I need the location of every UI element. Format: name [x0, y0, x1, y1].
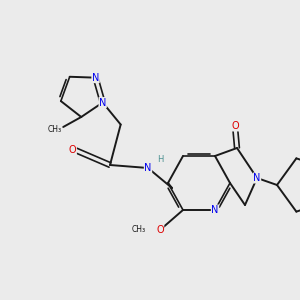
- Text: O: O: [156, 225, 164, 235]
- Text: N: N: [99, 98, 106, 107]
- Text: O: O: [231, 121, 239, 131]
- Text: H: H: [157, 155, 163, 164]
- Text: N: N: [92, 73, 99, 83]
- Text: N: N: [144, 163, 152, 173]
- Text: CH₃: CH₃: [48, 125, 62, 134]
- Text: O: O: [69, 145, 76, 155]
- Text: N: N: [253, 173, 261, 183]
- Text: N: N: [211, 205, 219, 215]
- Text: CH₃: CH₃: [132, 226, 146, 235]
